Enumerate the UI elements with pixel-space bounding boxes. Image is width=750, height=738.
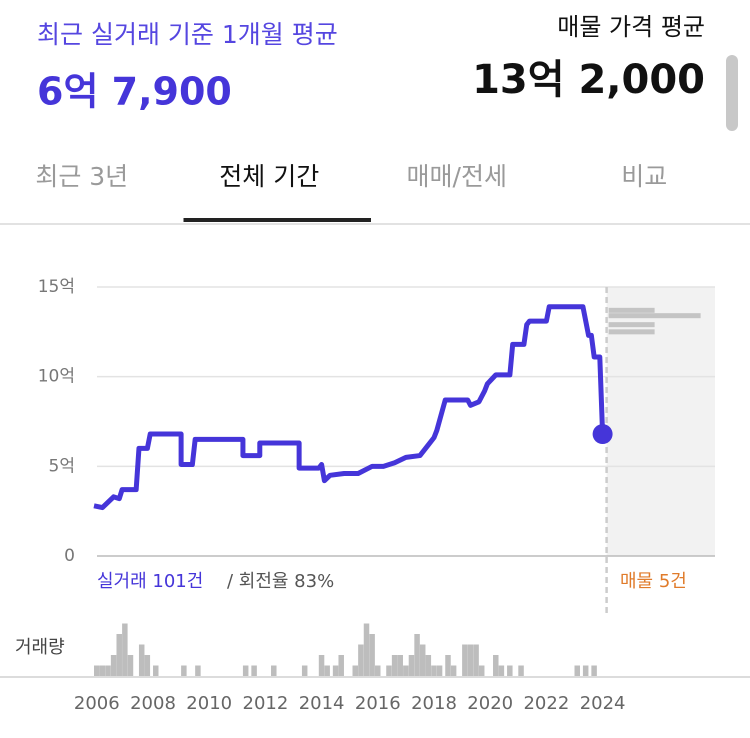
listing-bar (608, 313, 701, 319)
tab[interactable]: 전체 기간 (219, 162, 319, 191)
volume-bar (450, 665, 457, 676)
right-title: 매물 가격 평균 (557, 13, 705, 41)
volume-bar (144, 655, 151, 676)
turnover: / 회전율 83% (227, 571, 334, 592)
volume-bar (338, 655, 344, 676)
left-value: 6억 7,900 (37, 70, 232, 114)
volume-label: 거래량 (15, 637, 65, 658)
volume-bar (582, 665, 589, 676)
volume-bar (591, 665, 597, 676)
volume-bar (425, 655, 432, 676)
volume-bar (94, 665, 100, 676)
volume-bar (99, 665, 106, 676)
tab[interactable]: 매매/전세 (407, 162, 507, 191)
volume-bar (436, 665, 443, 676)
x-tick-label: 2010 (186, 693, 232, 714)
x-tick-label: 2008 (130, 693, 176, 714)
listing-bar (608, 329, 655, 335)
volume-bar (358, 644, 364, 676)
latest-point (592, 424, 613, 445)
volume-bar (110, 655, 117, 676)
volume-bar (478, 665, 485, 676)
right-value: 13억 2,000 (472, 57, 705, 103)
listing-bar (608, 322, 655, 328)
y-tick-label: 5억 (49, 456, 75, 476)
volume-bar (242, 665, 249, 676)
volume-bar (251, 665, 257, 676)
price-line (93, 304, 606, 511)
volume-bar (153, 665, 159, 676)
x-tick-label: 2012 (243, 693, 289, 714)
x-tick-label: 2024 (580, 693, 626, 714)
volume-bar (445, 655, 451, 676)
tab[interactable]: 최근 3년 (35, 162, 128, 191)
volume-bar (397, 655, 403, 676)
volume-bar (467, 644, 474, 676)
tab[interactable]: 비교 (621, 162, 667, 191)
volume-bar (419, 644, 426, 676)
volume-bar (493, 655, 499, 676)
left-title: 최근 실거래 기준 1개월 평균 (37, 20, 338, 49)
listing-zone (606, 287, 715, 556)
volume-bar (408, 655, 415, 676)
volume-bar (318, 655, 325, 676)
volume-bar (507, 665, 513, 676)
volume-bar (352, 665, 359, 676)
volume-bar (431, 665, 437, 676)
volume-bar (332, 665, 339, 676)
volume-bar (138, 644, 145, 676)
volume-bar (518, 665, 524, 676)
volume-bar (386, 665, 392, 676)
volume-bar (122, 623, 128, 676)
volume-bar (127, 655, 134, 676)
volume-bar (369, 634, 375, 676)
volume-bar (116, 634, 122, 676)
volume-bar (181, 665, 187, 676)
listing-bar (608, 307, 655, 313)
scrollbar[interactable] (726, 55, 738, 131)
tab-underline (183, 218, 371, 222)
volume-bar (462, 644, 468, 676)
volume-bar (391, 655, 398, 676)
x-tick-label: 2006 (74, 693, 120, 714)
y-tick-label: 10억 (38, 367, 75, 387)
trade-count[interactable]: 실거래 101건 (97, 571, 203, 592)
volume-bar (498, 665, 505, 676)
x-tick-label: 2022 (523, 693, 569, 714)
volume-bar (374, 665, 381, 676)
volume-bar (574, 665, 581, 676)
volume-bar (473, 644, 479, 676)
volume-bar (105, 665, 111, 676)
x-tick-label: 2018 (411, 693, 457, 714)
volume-bar (414, 634, 420, 676)
volume-bar (363, 623, 370, 676)
volume-bar (195, 665, 201, 676)
x-tick-label: 2020 (467, 693, 513, 714)
y-tick-label: 0 (64, 546, 75, 566)
x-tick-label: 2014 (299, 693, 345, 714)
volume-bar (324, 665, 330, 676)
volume-bar (301, 665, 308, 676)
x-tick-label: 2016 (355, 693, 401, 714)
volume-bar (403, 665, 409, 676)
y-tick-label: 15억 (38, 277, 75, 297)
listing-count[interactable]: 매물 5건 (620, 571, 687, 592)
volume-bar (271, 665, 277, 676)
